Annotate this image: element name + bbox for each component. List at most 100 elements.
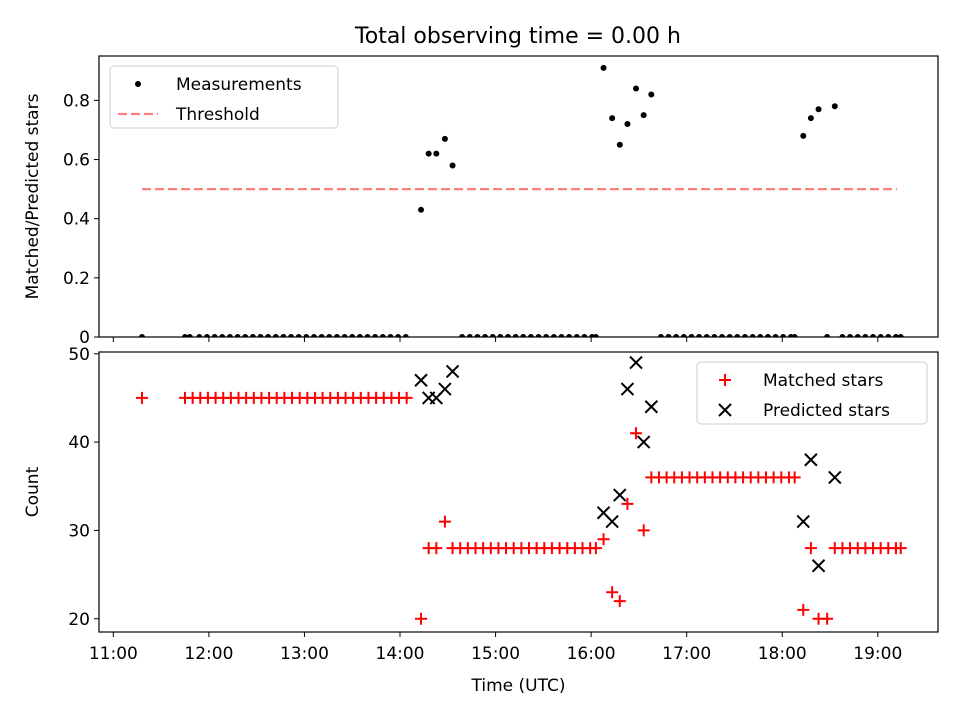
y-axis-label: Count — [23, 466, 43, 517]
measurements-point — [673, 334, 680, 337]
legend: Matched stars Predicted stars — [696, 361, 928, 425]
measurements-point — [234, 334, 241, 337]
measurements-point — [372, 334, 379, 337]
y-tick-label: 0.2 — [63, 269, 90, 289]
measurements-point — [616, 141, 623, 148]
measurements-point — [550, 334, 557, 337]
plot-area — [139, 64, 904, 337]
measurements-point — [219, 334, 226, 337]
measurements-point — [242, 334, 249, 337]
measurements-point — [139, 334, 146, 337]
y-tick-label: 0.4 — [63, 210, 90, 230]
legend-label-matched-stars: Matched stars — [763, 371, 883, 391]
measurements-point — [847, 334, 854, 337]
measurements-point — [711, 334, 718, 337]
matched-stars-point — [430, 542, 443, 555]
legend-label-predicted-stars: Predicted stars — [763, 401, 890, 421]
y-tick-label: 20 — [68, 610, 90, 630]
measurements-point — [402, 334, 409, 337]
matched-stars-point — [613, 595, 626, 608]
measurements-point — [800, 132, 807, 139]
legend-label-measurements: Measurements — [176, 75, 302, 95]
measurements-point — [280, 334, 287, 337]
legend: Measurements Threshold — [109, 65, 339, 129]
measurements-point — [418, 206, 425, 213]
y-tick-label: 0 — [79, 328, 90, 348]
measurements-point — [633, 85, 640, 92]
measurements-point — [581, 334, 588, 337]
measurements-point — [726, 334, 733, 337]
predicted-stars-point — [613, 488, 627, 502]
top-panel: 0 0.2 0.4 0.6 0.8 Matched/Predicted stars Meas… — [23, 55, 939, 348]
measurements-point — [854, 334, 861, 337]
measurements-point — [288, 334, 295, 337]
predicted-stars-point — [636, 435, 651, 449]
measurements-point — [839, 334, 846, 337]
measurements-point — [182, 334, 189, 337]
matched-stars-point — [804, 542, 817, 555]
matched-stars-point — [415, 612, 428, 625]
y-tick-label: 0.6 — [63, 151, 90, 171]
predicted-stars-point — [414, 373, 428, 387]
measurements-point — [265, 334, 272, 337]
measurements-point — [640, 112, 647, 119]
measurements-point — [703, 334, 710, 337]
predicted-stars-point — [828, 470, 842, 485]
measurements-point — [648, 91, 655, 98]
x-tick-label: 11:00 — [89, 644, 138, 664]
y-axis-label: Matched/Predicted stars — [23, 93, 43, 299]
legend-box — [696, 361, 928, 425]
predicted-stars-point — [804, 453, 818, 467]
measurements-point — [892, 334, 899, 337]
measurements-point — [341, 334, 348, 337]
measurements-point — [459, 334, 466, 337]
measurements-point — [211, 334, 218, 337]
predicted-stars-point — [629, 355, 643, 370]
measurements-point — [203, 334, 210, 337]
measurements-point — [311, 334, 318, 337]
matched-stars-point — [788, 471, 801, 484]
measurements-point — [395, 334, 402, 337]
predicted-stars-point — [438, 382, 452, 396]
measurements-point — [272, 334, 279, 337]
bottom-panel: 20 30 40 50 11:00 12:00 13:00 14:00 15:00 16:00 17… — [23, 345, 939, 696]
legend-marker-predicted-stars — [718, 403, 732, 417]
measurements-point — [466, 334, 473, 337]
measurements-point — [226, 334, 233, 337]
measurements-point — [772, 334, 779, 337]
measurements-point — [249, 334, 256, 337]
measurements-point — [573, 334, 580, 337]
measurements-point — [425, 150, 432, 157]
y-tick-label: 30 — [68, 521, 90, 541]
measurements-point — [520, 334, 527, 337]
measurements-point — [764, 334, 771, 337]
measurements-point — [512, 334, 519, 337]
measurements-point — [749, 334, 756, 337]
measurements-point — [295, 334, 302, 337]
predicted-stars-point — [811, 559, 826, 573]
measurements-point — [379, 334, 386, 337]
measurements-point — [862, 334, 869, 337]
matched-stars-point — [797, 603, 810, 616]
measurements-point — [897, 334, 904, 337]
x-tick-label: 16:00 — [567, 644, 616, 664]
measurements-point — [474, 334, 481, 337]
matched-stars-point — [621, 497, 634, 510]
measurements-point — [497, 334, 504, 337]
measurements-point — [741, 334, 748, 337]
measurements-point — [558, 334, 565, 337]
measurements-point — [757, 334, 764, 337]
predicted-stars-point — [796, 514, 810, 529]
x-tick-label: 12:00 — [184, 644, 233, 664]
predicted-stars-point — [644, 400, 659, 414]
measurements-point — [870, 334, 877, 337]
measurements-point — [364, 334, 371, 337]
measurements-point — [566, 334, 573, 337]
x-tick-label: 18:00 — [758, 644, 807, 664]
measurements-point — [831, 103, 838, 110]
measurements-point — [885, 334, 892, 337]
measurements-point — [719, 334, 726, 337]
measurements-point — [734, 334, 741, 337]
measurements-point — [696, 334, 703, 337]
y-tick-label: 0.8 — [63, 91, 90, 111]
